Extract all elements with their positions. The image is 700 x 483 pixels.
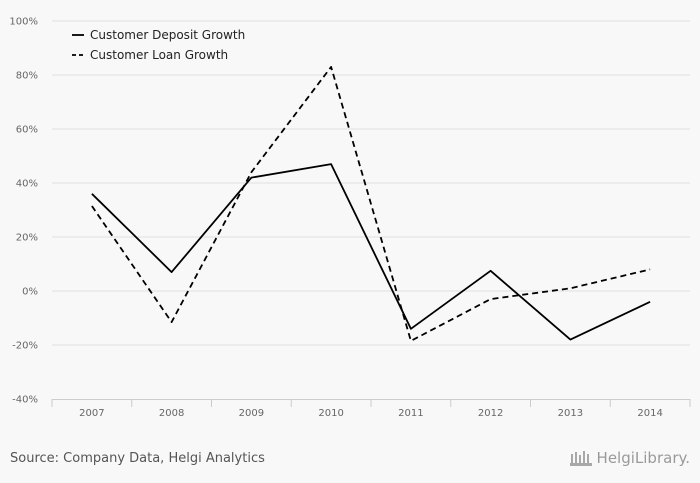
logo-text: HelgiLibrary. — [596, 449, 690, 467]
y-tick-label: -40% — [12, 395, 38, 406]
line-chart: -40%-20%0%20%40%60%80%100% 2007 2008 2009 2… — [9, 17, 691, 419]
y-axis-tick-labels: -40% -20% 0% 20% 40% 60% 80% 100% — [9, 17, 38, 406]
y-tick-label: 80% — [16, 71, 38, 82]
x-tick-label: 2009 — [239, 408, 264, 419]
legend: Customer Deposit Growth Customer Loan Gro… — [72, 28, 245, 62]
helgi-library-logo: HelgiLibrary. — [569, 449, 690, 467]
x-tick-label: 2008 — [159, 408, 184, 419]
grid-lines — [52, 20, 690, 346]
x-tick-label: 2012 — [478, 408, 503, 419]
series-line-customer-loan-growth — [91, 66, 651, 342]
y-tick-label: 100% — [9, 17, 38, 28]
y-tick-label: -20% — [12, 341, 38, 352]
x-tick-label: 2013 — [558, 408, 583, 419]
y-tick-label: 0% — [22, 287, 38, 298]
legend-label: Customer Deposit Growth — [90, 28, 245, 42]
x-axis: 2007 2008 2009 2010 2011 2012 2013 2014 — [51, 399, 691, 419]
x-tick-label: 2007 — [79, 408, 104, 419]
source-note: Source: Company Data, Helgi Analytics — [10, 451, 265, 466]
series-lines — [91, 66, 651, 342]
legend-label: Customer Loan Growth — [90, 48, 228, 62]
x-tick-label: 2011 — [398, 408, 423, 419]
library-building-icon — [569, 451, 592, 466]
y-tick-label: 60% — [16, 125, 38, 136]
y-tick-label: 40% — [16, 179, 38, 190]
series-line-customer-deposit-growth — [91, 163, 651, 341]
y-tick-label: 20% — [16, 233, 38, 244]
x-tick-label: 2010 — [318, 408, 343, 419]
x-tick-label: 2014 — [637, 408, 662, 419]
